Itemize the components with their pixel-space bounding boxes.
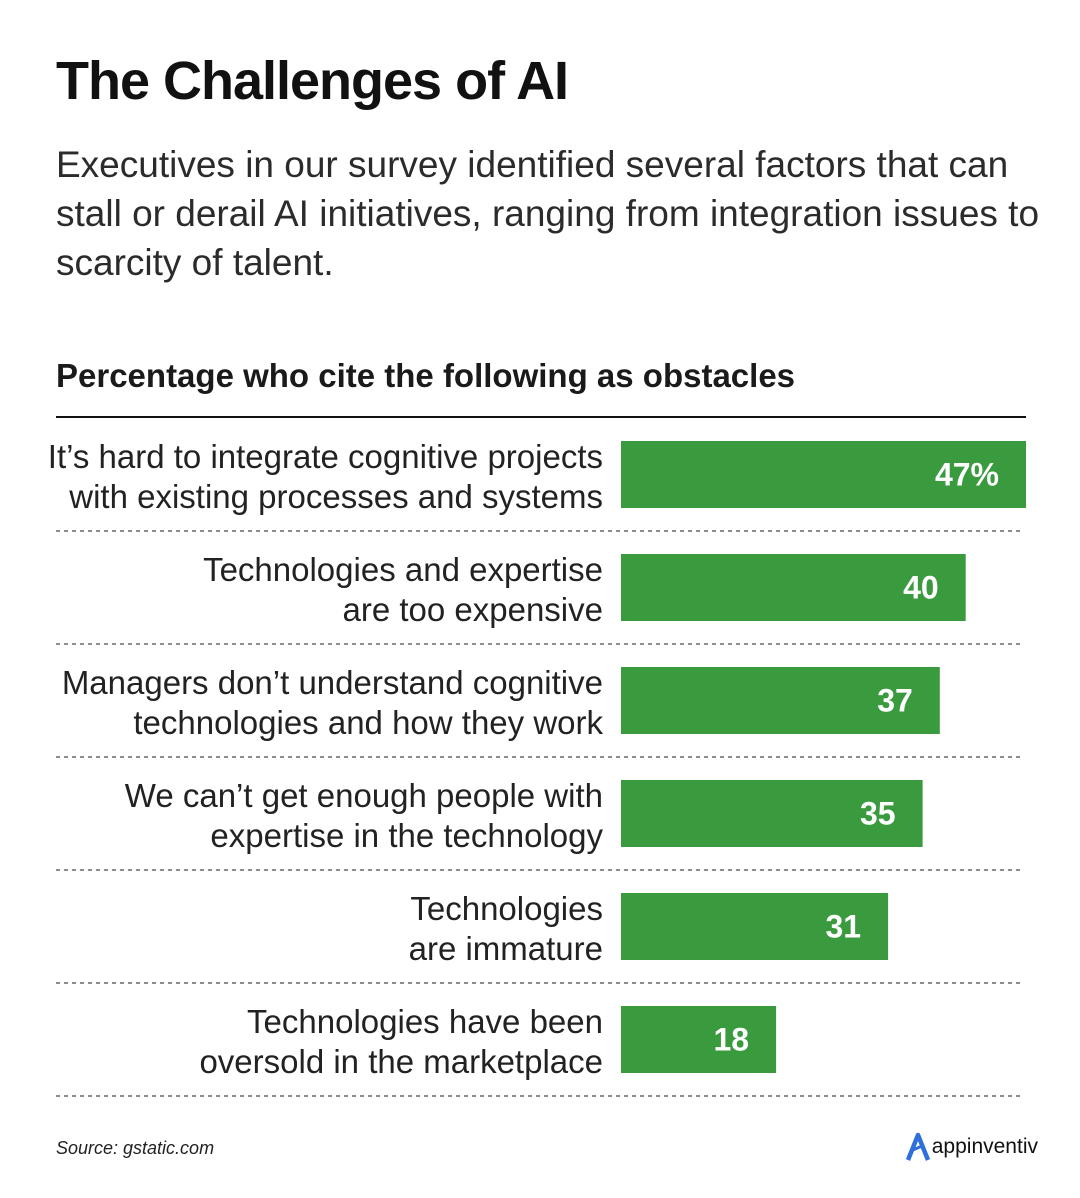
bar-value-label-2: 40 (903, 570, 939, 606)
chart-title: The Challenges of AI (56, 51, 569, 111)
category-label-5-line-2: are immature (409, 930, 603, 967)
source-note: Source: gstatic.com (56, 1138, 215, 1158)
bar-4 (621, 780, 923, 847)
bar-5 (621, 893, 889, 960)
category-label-3-line-1: Managers don’t understand cognitive (62, 664, 603, 701)
bar-3 (621, 667, 940, 734)
appinventiv-logo-icon (905, 1132, 930, 1161)
category-label-6-line-2: oversold in the marketplace (199, 1043, 603, 1080)
category-label-6-line-1: Technologies have been (247, 1003, 603, 1040)
chart-heading: Percentage who cite the following as obs… (56, 357, 796, 394)
chart-subtitle: Executives in our survey identified seve… (56, 144, 1040, 283)
category-label-2-line-1: Technologies and expertise (203, 551, 603, 588)
category-label-2-line-2: are too expensive (342, 591, 603, 628)
category-label-1-line-1: It’s hard to integrate cognitive project… (48, 438, 603, 475)
category-label-5-line-1: Technologies (410, 890, 603, 927)
bar-value-label-6: 18 (714, 1022, 750, 1058)
category-label-1-line-2: with existing processes and systems (68, 478, 603, 515)
brand-name: appinventiv (931, 1135, 1038, 1158)
header-rule (56, 416, 1026, 418)
category-label-4-line-2: expertise in the technology (210, 817, 603, 854)
category-label-4-line-1: We can’t get enough people with (125, 777, 603, 814)
bar-value-label-3: 37 (877, 683, 913, 719)
bar-value-label-5: 31 (826, 909, 862, 945)
category-label-3-line-2: technologies and how they work (133, 704, 603, 741)
bar-2 (621, 554, 966, 621)
bar-6 (621, 1006, 777, 1073)
bar-value-label-4: 35 (860, 796, 896, 832)
bar-value-label-1: 47% (935, 457, 999, 493)
brand-logo: appinventiv (905, 1132, 1038, 1162)
bar-1 (621, 441, 1026, 508)
